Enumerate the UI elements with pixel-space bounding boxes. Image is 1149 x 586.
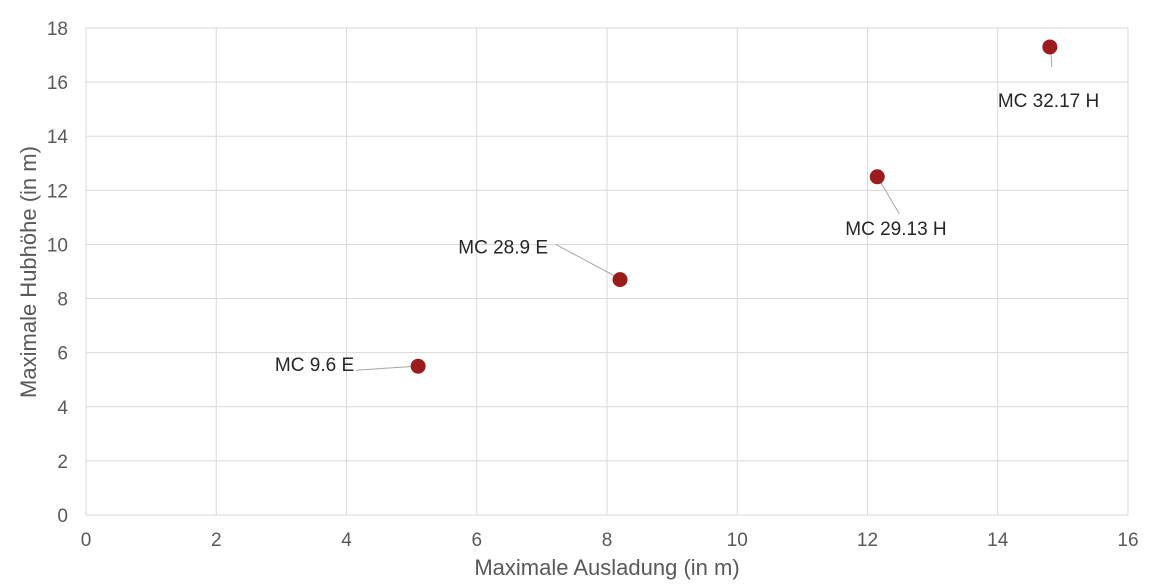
y-tick-label: 14 [47, 127, 69, 148]
data-point-label: MC 29.13 H [845, 219, 946, 240]
x-tick-label: 14 [987, 530, 1009, 551]
data-point-label: MC 9.6 E [275, 355, 354, 376]
x-tick-label: 16 [1117, 530, 1138, 551]
label-leader-lines [356, 48, 1053, 371]
y-tick-label: 16 [47, 73, 68, 94]
data-point [869, 169, 885, 185]
y-tick-label: 12 [47, 181, 68, 202]
y-axis-ticks: 0 2 4 6 8 10 12 14 16 18 [47, 19, 69, 527]
x-axis-ticks: 0 2 4 6 8 10 12 14 16 [81, 530, 1139, 551]
data-point [1042, 39, 1058, 55]
y-tick-label: 0 [57, 506, 68, 527]
data-point-label: MC 28.9 E [458, 238, 548, 259]
x-tick-label: 4 [341, 530, 352, 551]
leader-line [356, 365, 417, 371]
data-point [612, 272, 628, 288]
x-tick-label: 6 [471, 530, 482, 551]
x-tick-label: 0 [81, 530, 92, 551]
x-tick-label: 2 [211, 530, 222, 551]
x-axis-title: Maximale Ausladung (in m) [474, 555, 739, 580]
y-tick-label: 4 [57, 398, 68, 419]
y-tick-label: 8 [57, 290, 68, 311]
y-tick-label: 2 [57, 452, 68, 473]
data-point-label: MC 32.17 H [998, 91, 1099, 112]
data-point [410, 358, 426, 374]
x-tick-label: 12 [857, 530, 878, 551]
leader-line [555, 244, 615, 277]
y-tick-label: 10 [47, 235, 68, 256]
x-tick-label: 8 [602, 530, 613, 551]
data-labels: MC 9.6 E MC 28.9 E MC 29.13 H MC 32.17 H [275, 91, 1099, 376]
data-points [410, 39, 1058, 374]
y-axis-title: Maximale Hubhöhe (in m) [16, 146, 41, 398]
y-tick-label: 18 [47, 19, 68, 40]
x-tick-label: 10 [727, 530, 748, 551]
gridlines [85, 27, 1129, 516]
y-tick-label: 6 [57, 344, 68, 365]
leader-line [878, 179, 900, 215]
